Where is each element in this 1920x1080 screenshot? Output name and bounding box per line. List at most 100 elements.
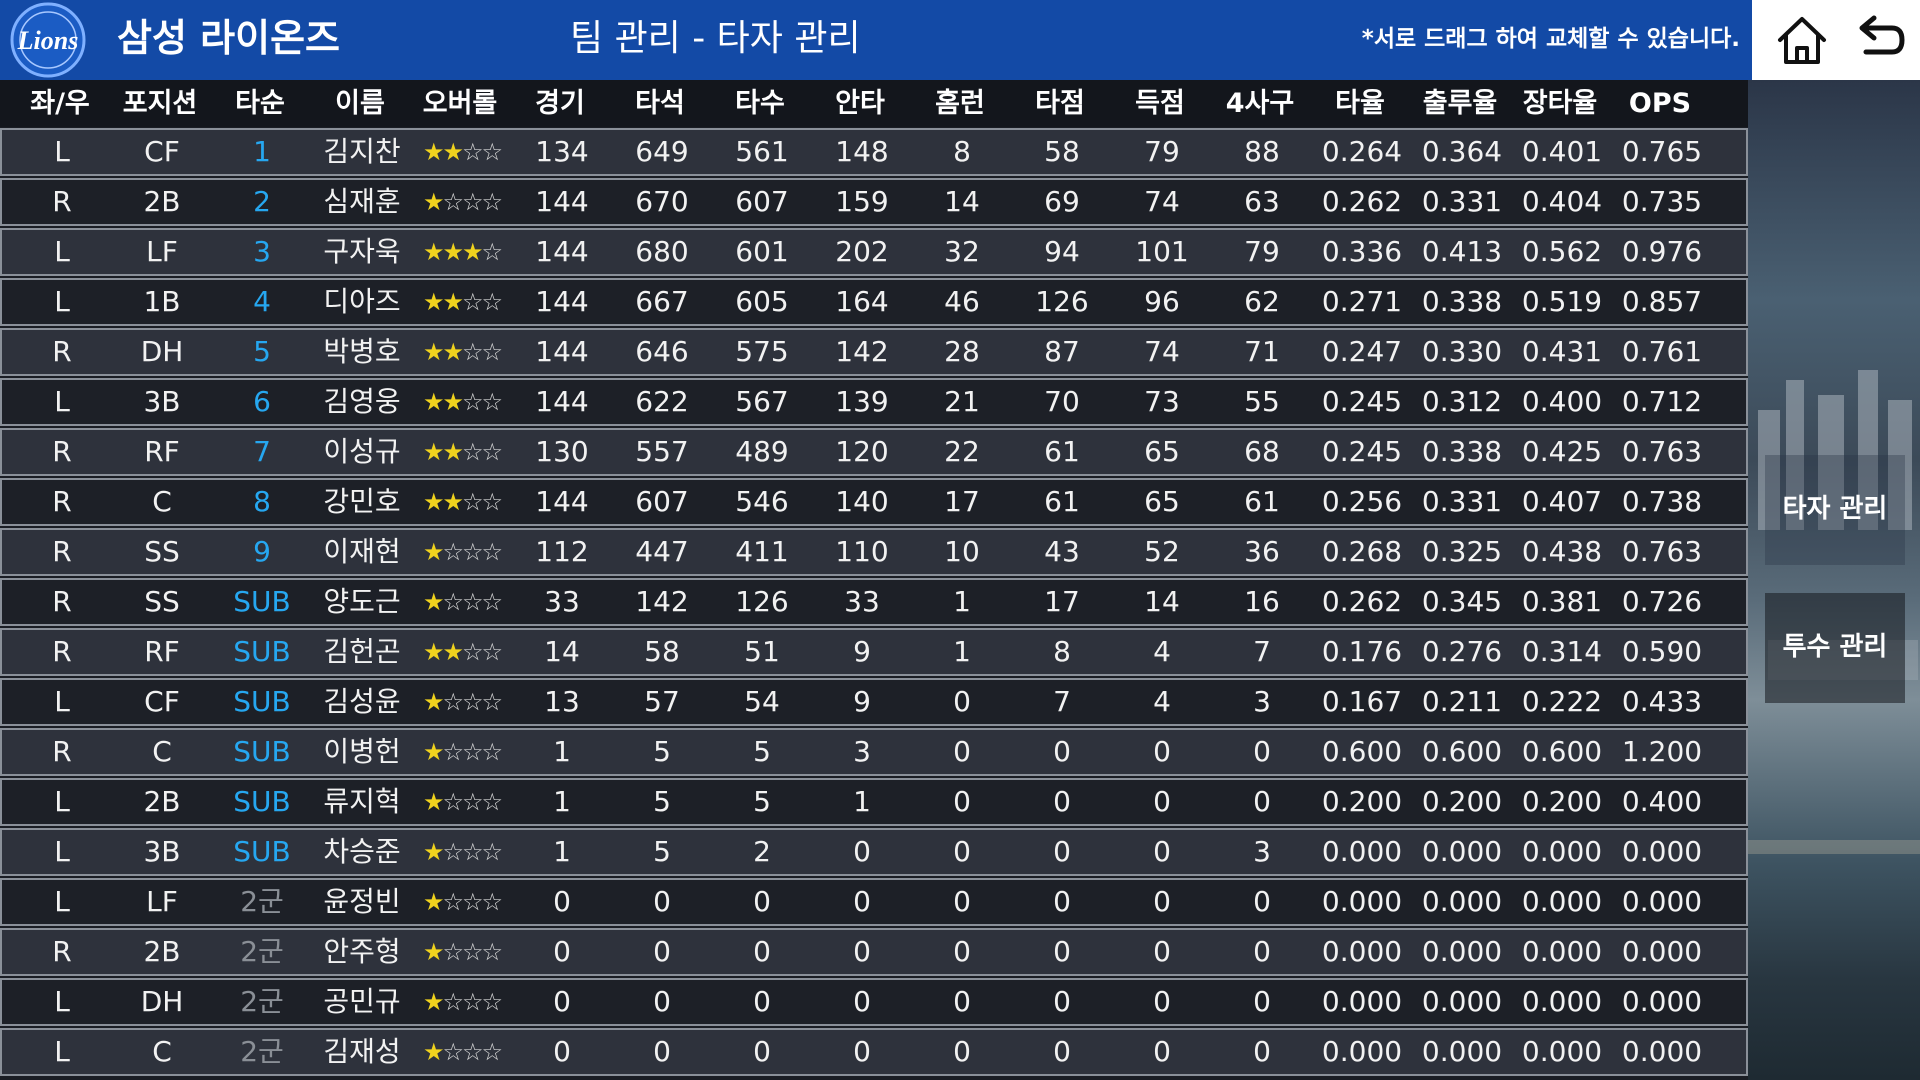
table-row[interactable]: R 2B 2 심재훈 ★☆☆☆ 144 670 607 159 14 69 74 63 0.262 0.33… xyxy=(0,178,1748,226)
cell-walks: 0 xyxy=(1253,935,1271,968)
cell-hand: L xyxy=(54,135,70,168)
star-filled-icon: ★ xyxy=(422,688,444,716)
cell-avg: 0.336 xyxy=(1321,235,1403,268)
cell-name: 디아즈 xyxy=(323,285,401,318)
star-filled-icon: ★ xyxy=(422,338,444,366)
table-row[interactable]: L CF 1 김지찬 ★★☆☆ 134 649 561 148 8 58 79 88 0.264 0.364… xyxy=(0,128,1748,176)
side-tab-pitcher[interactable]: 투수 관리 xyxy=(1765,593,1905,703)
star-empty-icon: ☆ xyxy=(462,1038,483,1066)
column-header-at-bats[interactable]: 타수 xyxy=(735,88,785,119)
cell-at-bats: 0 xyxy=(753,935,771,968)
table-row[interactable]: R C 8 강민호 ★★☆☆ 144 607 546 140 17 61 65 61 0.256 0.331… xyxy=(0,478,1748,526)
cell-slg: 0.562 xyxy=(1521,235,1603,268)
cell-ops: 0.857 xyxy=(1621,285,1703,318)
cell-position: C xyxy=(152,1035,172,1068)
cell-home-runs: 32 xyxy=(944,235,980,268)
cell-order: 3 xyxy=(253,235,271,268)
cell-position: RF xyxy=(144,435,180,468)
column-header-overall[interactable]: 오버롤 xyxy=(422,88,498,119)
cell-position: 3B xyxy=(143,835,181,868)
column-header-hits[interactable]: 안타 xyxy=(835,88,885,119)
cell-plate-appearances: 0 xyxy=(653,935,671,968)
cell-runs: 74 xyxy=(1144,335,1180,368)
cell-position: 2B xyxy=(143,935,181,968)
column-header-position[interactable]: 포지션 xyxy=(122,88,198,119)
cell-slg: 0.600 xyxy=(1521,735,1603,768)
star-filled-icon: ★ xyxy=(442,388,463,416)
table-row[interactable]: R RF SUB 김헌곤 ★★☆☆ 14 58 51 9 1 8 4 7 0.176 0.276 0.314 0… xyxy=(0,628,1748,676)
column-header-obp[interactable]: 출루율 xyxy=(1422,88,1498,119)
column-header-runs[interactable]: 득점 xyxy=(1135,88,1185,119)
table-row[interactable]: L LF 3 구자욱 ★★★☆ 144 680 601 202 32 94 101 79 0.336 0.4… xyxy=(0,228,1748,276)
cell-order: 2군 xyxy=(240,1035,284,1068)
cell-avg: 0.167 xyxy=(1321,685,1403,718)
star-empty-icon: ☆ xyxy=(462,838,483,866)
cell-home-runs: 14 xyxy=(944,185,980,218)
column-header-plate-appearances[interactable]: 타석 xyxy=(635,88,685,119)
column-header-order[interactable]: 타순 xyxy=(235,88,285,119)
table-row[interactable]: R SS 9 이재현 ★☆☆☆ 112 447 411 110 10 43 52 36 0.268 0.32… xyxy=(0,528,1748,576)
star-filled-icon: ★ xyxy=(422,188,444,216)
column-header-avg[interactable]: 타율 xyxy=(1335,88,1385,119)
star-empty-icon: ☆ xyxy=(442,838,463,866)
cell-games: 13 xyxy=(544,685,580,718)
cell-home-runs: 0 xyxy=(953,785,971,818)
team-name: 삼성 라이온즈 xyxy=(117,16,340,60)
cell-ops: 0.590 xyxy=(1621,635,1703,668)
table-row[interactable]: L CF SUB 김성윤 ★☆☆☆ 13 57 54 9 0 7 4 3 0.167 0.211 0.222 0… xyxy=(0,678,1748,726)
side-tab-batter[interactable]: 타자 관리 xyxy=(1765,455,1905,565)
table-row[interactable]: L 3B 6 김영웅 ★★☆☆ 144 622 567 139 21 70 73 55 0.245 0.31… xyxy=(0,378,1748,426)
star-empty-icon: ☆ xyxy=(462,488,483,516)
column-header-rbi[interactable]: 타점 xyxy=(1035,88,1085,119)
overall-stars: ★★☆☆ xyxy=(423,130,503,174)
table-row[interactable]: R RF 7 이성규 ★★☆☆ 130 557 489 120 22 61 65 68 0.245 0.33… xyxy=(0,428,1748,476)
cell-obp: 0.338 xyxy=(1421,285,1503,318)
table-row[interactable]: R DH 5 박병호 ★★☆☆ 144 646 575 142 28 87 74 71 0.247 0.33… xyxy=(0,328,1748,376)
cell-avg: 0.264 xyxy=(1321,135,1403,168)
cell-rbi: 126 xyxy=(1035,285,1089,318)
team-logo: Lions xyxy=(10,2,86,78)
column-header-name[interactable]: 이름 xyxy=(335,88,385,119)
overall-stars: ★★☆☆ xyxy=(423,480,503,524)
cell-slg: 0.425 xyxy=(1521,435,1603,468)
cell-at-bats: 0 xyxy=(753,1035,771,1068)
cell-hand: L xyxy=(54,385,70,418)
cell-hand: L xyxy=(54,985,70,1018)
column-header-hand[interactable]: 좌/우 xyxy=(30,88,90,119)
column-header-games[interactable]: 경기 xyxy=(535,88,585,119)
star-empty-icon: ☆ xyxy=(481,488,503,516)
cell-avg: 0.200 xyxy=(1321,785,1403,818)
table-row[interactable]: L C 2군 김재성 ★☆☆☆ 0 0 0 0 0 0 0 0 0.000 0.000 0.000 0.000 xyxy=(0,1028,1748,1076)
table-row[interactable]: R 2B 2군 안주형 ★☆☆☆ 0 0 0 0 0 0 0 0 0.000 0.000 0.000 0.000 xyxy=(0,928,1748,976)
home-button[interactable] xyxy=(1772,10,1832,70)
table-row[interactable]: R SS SUB 양도근 ★☆☆☆ 33 142 126 33 1 17 14 16 0.262 0.345… xyxy=(0,578,1748,626)
column-header-slg[interactable]: 장타율 xyxy=(1522,88,1598,119)
back-button[interactable] xyxy=(1848,10,1908,70)
star-filled-icon: ★ xyxy=(442,288,463,316)
cell-games: 0 xyxy=(553,885,571,918)
table-row[interactable]: L 2B SUB 류지혁 ★☆☆☆ 1 5 5 1 0 0 0 0 0.200 0.200 0.200 0.40… xyxy=(0,778,1748,826)
star-empty-icon: ☆ xyxy=(481,188,503,216)
cell-home-runs: 17 xyxy=(944,485,980,518)
cell-position: 2B xyxy=(143,785,181,818)
cell-position: LF xyxy=(146,235,178,268)
table-row[interactable]: L 3B SUB 차승준 ★☆☆☆ 1 5 2 0 0 0 0 3 0.000 0.000 0.000 0.00… xyxy=(0,828,1748,876)
star-empty-icon: ☆ xyxy=(481,138,503,166)
star-empty-icon: ☆ xyxy=(481,788,503,816)
table-row[interactable]: L LF 2군 윤정빈 ★☆☆☆ 0 0 0 0 0 0 0 0 0.000 0.000 0.000 0.000 xyxy=(0,878,1748,926)
column-header-ops[interactable]: OPS xyxy=(1628,88,1692,119)
cell-obp: 0.338 xyxy=(1421,435,1503,468)
table-row[interactable]: L 1B 4 디아즈 ★★☆☆ 144 667 605 164 46 126 96 62 0.271 0.3… xyxy=(0,278,1748,326)
column-header-walks[interactable]: 4사구 xyxy=(1225,88,1295,119)
cell-walks: 7 xyxy=(1253,635,1271,668)
cell-obp: 0.364 xyxy=(1421,135,1503,168)
table-row[interactable]: L DH 2군 공민규 ★☆☆☆ 0 0 0 0 0 0 0 0 0.000 0.000 0.000 0.000 xyxy=(0,978,1748,1026)
cell-name: 류지혁 xyxy=(323,785,401,818)
column-header-home-runs[interactable]: 홈런 xyxy=(935,88,985,119)
star-empty-icon: ☆ xyxy=(481,888,503,916)
cell-hits: 159 xyxy=(835,185,889,218)
cell-slg: 0.000 xyxy=(1521,885,1603,918)
star-empty-icon: ☆ xyxy=(462,988,483,1016)
table-row[interactable]: R C SUB 이병헌 ★☆☆☆ 1 5 5 3 0 0 0 0 0.600 0.600 0.600 1.200 xyxy=(0,728,1748,776)
star-filled-icon: ★ xyxy=(422,588,444,616)
